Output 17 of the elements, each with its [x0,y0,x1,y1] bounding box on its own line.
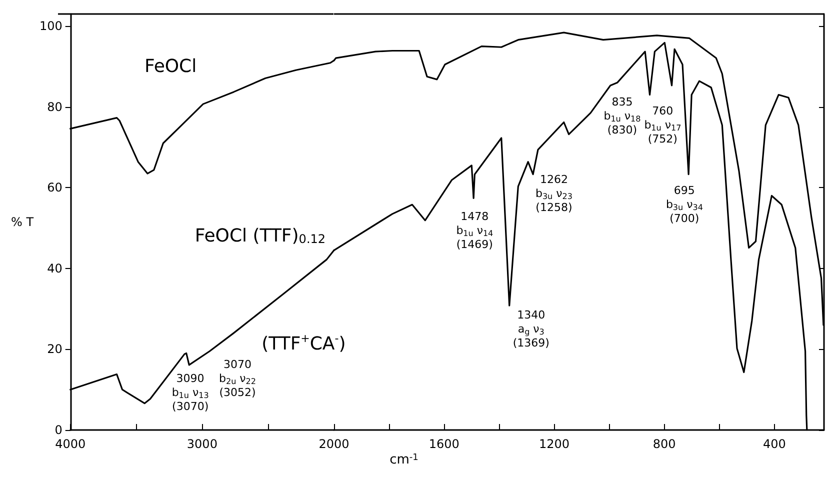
x-tick-label: 400 [762,437,786,451]
y-tick-label: 100 [39,19,62,34]
x-tick-label: 800 [652,437,676,451]
y-tick-label: 40 [47,261,62,276]
y-tick-label: 0 [54,423,62,437]
y-axis-title: % T [11,215,34,229]
x-tick-label: 4000 [55,437,86,451]
y-tick-label: 20 [47,342,62,356]
x-tick-label: 1200 [538,437,570,451]
y-tick-label: 60 [47,180,62,195]
series-label: FeOCl [144,56,197,78]
annotation: (TTF+CA-) [262,332,346,355]
x-tick-label: 3000 [186,437,218,451]
y-tick-label: 80 [47,100,62,114]
series-label: FeOCl (TTF)0.12 [194,226,326,247]
x-tick-label: 2000 [318,437,350,451]
x-tick-label: 1600 [428,437,459,451]
